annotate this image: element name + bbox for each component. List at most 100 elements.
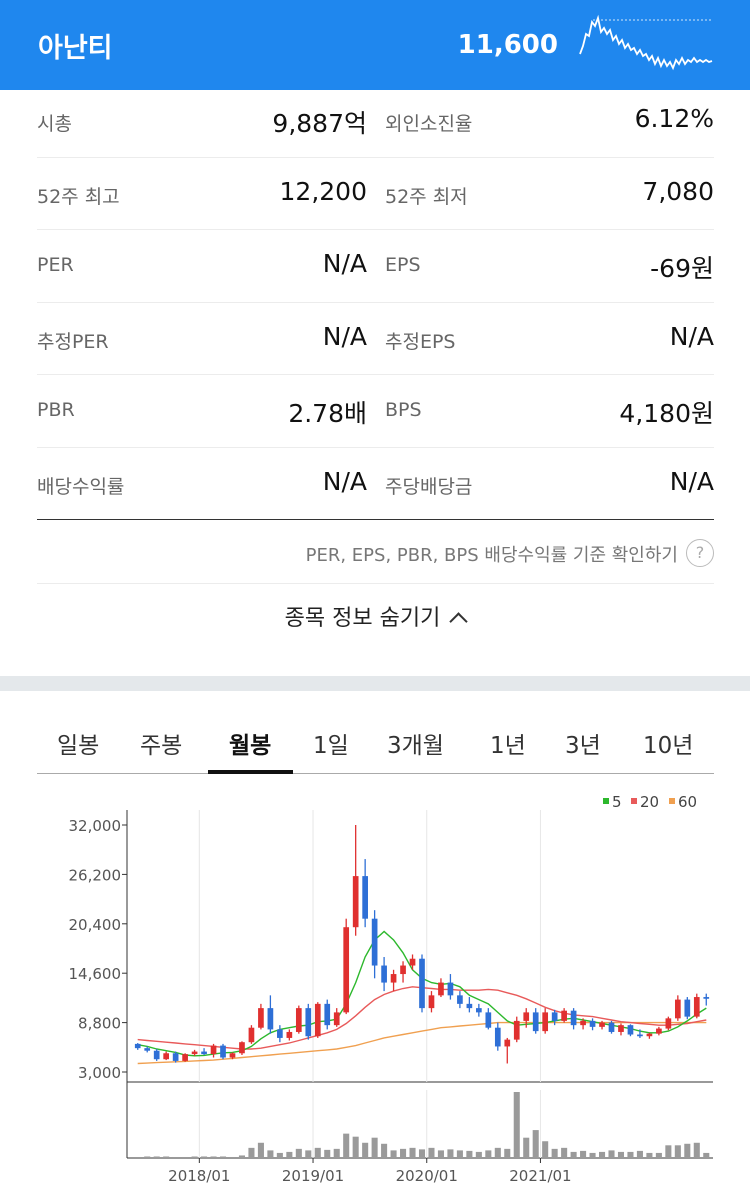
candle-body — [656, 1028, 662, 1034]
stock-header: 아난티 11,600 — [0, 0, 750, 90]
y-tick-label: 32,000 — [69, 817, 122, 835]
volume-bar — [532, 1130, 539, 1158]
info-label: 배당수익률 — [37, 475, 125, 498]
stock-info-table: 시총 9,887억 외인소진율 6.12% 52주 최고 12,200 52주 최저 7,08… — [37, 85, 714, 520]
volume-bar — [400, 1148, 407, 1158]
candle-body — [693, 997, 700, 1017]
volume-bar — [418, 1149, 426, 1158]
info-cell: 시총 9,887억 — [37, 85, 367, 157]
candle-body — [295, 1008, 302, 1032]
candle-body — [428, 995, 435, 1009]
volume-bar — [551, 1148, 558, 1158]
volume-bar — [172, 1156, 179, 1158]
volume-bar — [276, 1152, 283, 1158]
info-cell: 주당배당금 N/A — [385, 448, 714, 520]
candle-body — [229, 1053, 236, 1058]
candle-body — [248, 1027, 255, 1043]
criteria-info-link[interactable]: PER, EPS, PBR, BPS 배당수익률 기준 확인하기 ? — [37, 520, 714, 584]
candle-body — [532, 1012, 539, 1032]
candle-body — [561, 1010, 567, 1021]
candle-body — [163, 1053, 170, 1060]
volume-bar — [238, 1155, 245, 1158]
volume-bar — [257, 1142, 264, 1158]
info-cell: 추정EPS N/A — [385, 303, 714, 375]
help-icon[interactable]: ? — [686, 539, 714, 567]
x-tick-label: 2019/01 — [282, 1167, 344, 1185]
info-value: N/A — [669, 466, 714, 496]
candle-body — [627, 1025, 634, 1035]
candle-body — [333, 1012, 340, 1026]
candle-body — [172, 1053, 179, 1061]
tab-6[interactable]: 3년 — [565, 733, 601, 759]
volume-bar — [409, 1147, 416, 1158]
hide-stock-info-button[interactable]: 종목 정보 숨기기 — [0, 600, 750, 632]
tab-4[interactable]: 3개월 — [387, 733, 444, 759]
info-cell: 52주 최저 7,080 — [385, 158, 714, 230]
volume-bar — [295, 1148, 302, 1158]
legend-label: 60 — [678, 793, 697, 811]
info-label: EPS — [385, 254, 421, 276]
y-tick-label: 14,600 — [69, 965, 122, 983]
candle-body — [182, 1054, 188, 1061]
legend-swatch — [603, 798, 609, 804]
info-row: PBR 2.78배 BPS 4,180원 — [37, 375, 714, 448]
candle-body — [485, 1012, 492, 1028]
tab-7[interactable]: 10년 — [643, 733, 694, 759]
tab-0[interactable]: 일봉 — [57, 733, 100, 759]
y-tick-label: 8,800 — [78, 1015, 121, 1033]
candle-body — [646, 1033, 653, 1037]
info-label: 주당배당금 — [385, 475, 473, 498]
tab-1[interactable]: 주봉 — [140, 733, 183, 759]
candle-body — [305, 1008, 312, 1037]
info-value: N/A — [322, 466, 367, 496]
volume-bar — [693, 1142, 700, 1158]
volume-bar — [475, 1151, 482, 1158]
legend-label: 5 — [612, 793, 622, 811]
volume-bar — [248, 1147, 255, 1158]
candle-body — [352, 876, 359, 928]
info-row: 추정PER N/A 추정EPS N/A — [37, 303, 714, 375]
info-row: 배당수익률 N/A 주당배당금 N/A — [37, 448, 714, 520]
stock-name: 아난티 — [38, 33, 113, 64]
candle-body — [504, 1039, 511, 1047]
volume-bar — [362, 1142, 369, 1158]
info-label: 외인소진율 — [385, 113, 473, 135]
volume-bar — [627, 1151, 634, 1158]
volume-bar — [684, 1143, 691, 1158]
info-label: 52주 최저 — [385, 185, 468, 208]
candle-body — [267, 1008, 274, 1030]
info-value: 4,180원 — [619, 399, 714, 428]
info-row: PER N/A EPS -69원 — [37, 230, 714, 303]
tab-3[interactable]: 1일 — [313, 733, 349, 759]
hide-stock-info-label: 종목 정보 숨기기 — [284, 606, 441, 631]
candle-body — [286, 1031, 293, 1038]
volume-bar — [674, 1145, 681, 1158]
volume-bar — [504, 1148, 511, 1158]
info-value: 12,200 — [279, 176, 367, 206]
volume-bar — [580, 1150, 587, 1158]
candle-body — [258, 1008, 264, 1028]
candle-body — [438, 982, 444, 996]
volume-bar — [343, 1133, 350, 1158]
volume-bar — [219, 1156, 227, 1158]
volume-bar — [589, 1152, 596, 1158]
candle-body — [324, 1003, 331, 1026]
candle-body — [466, 1003, 473, 1009]
candle-body — [210, 1045, 217, 1055]
info-label: 추정PER — [37, 330, 109, 353]
info-label: 추정EPS — [385, 330, 456, 353]
volume-bar — [617, 1151, 625, 1158]
tab-2[interactable]: 월봉 — [229, 733, 272, 759]
volume-bar — [286, 1151, 293, 1158]
candle-body — [684, 999, 691, 1017]
volume-bar — [599, 1151, 606, 1158]
info-cell: 배당수익률 N/A — [37, 448, 367, 520]
candle-body — [371, 918, 378, 966]
volume-bar — [352, 1136, 359, 1158]
candle-body — [239, 1042, 245, 1054]
chevron-up-icon — [449, 612, 469, 631]
candle-body — [343, 927, 350, 1013]
volume-bar — [703, 1152, 710, 1158]
tab-5[interactable]: 1년 — [490, 733, 526, 759]
candle-body — [134, 1043, 141, 1049]
